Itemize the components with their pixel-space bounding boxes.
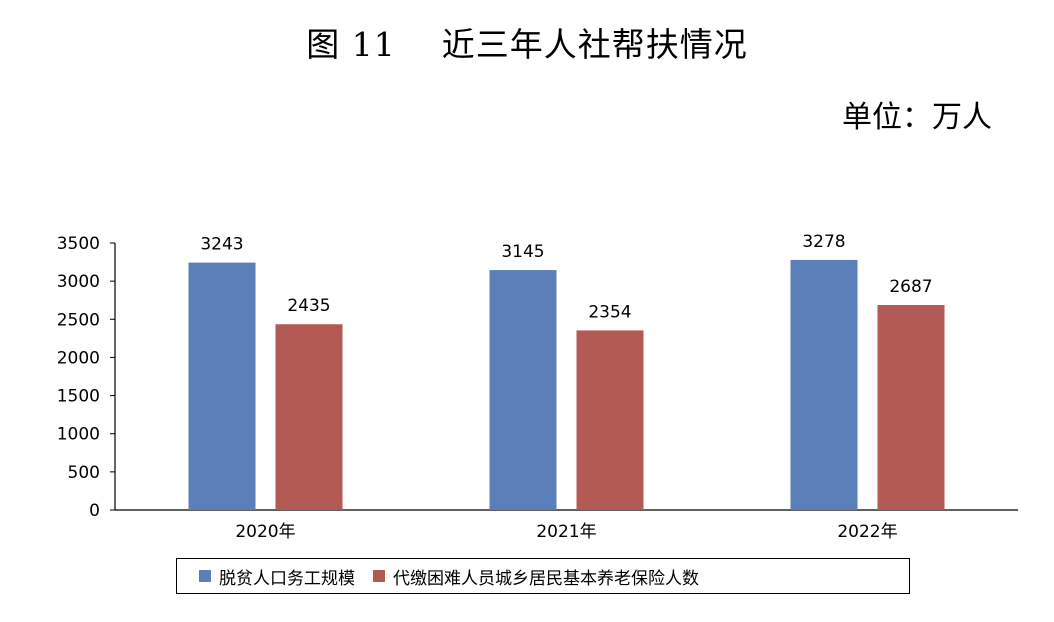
x-tick-label: 2022年 xyxy=(837,522,897,542)
legend-label-series-1: 脱贫人口务工规模 xyxy=(219,568,355,589)
figure-label: 图 11 xyxy=(306,25,396,64)
legend-item-series-2: 代缴困难人员城乡居民基本养老保险人数 xyxy=(373,564,699,589)
y-tick-label: 3000 xyxy=(57,272,100,292)
data-label: 2354 xyxy=(588,302,631,322)
bar xyxy=(489,270,557,510)
legend-swatch-series-2 xyxy=(373,570,385,582)
y-tick-label: 500 xyxy=(68,463,100,483)
bar xyxy=(275,324,343,510)
y-tick-label: 2000 xyxy=(57,348,100,368)
data-label: 3278 xyxy=(802,232,845,252)
x-tick-label: 2020年 xyxy=(235,522,295,542)
data-label: 2687 xyxy=(889,277,932,297)
y-tick-label: 1000 xyxy=(57,425,100,445)
unit-label: 单位：万人 xyxy=(842,100,992,135)
bar xyxy=(877,305,945,510)
x-tick-label: 2021年 xyxy=(536,522,596,542)
bar xyxy=(790,259,858,510)
legend-item-series-1: 脱贫人口务工规模 xyxy=(199,564,355,589)
bar xyxy=(188,262,256,510)
y-tick-label: 1500 xyxy=(57,387,100,407)
legend: 脱贫人口务工规模 代缴困难人员城乡居民基本养老保险人数 xyxy=(176,558,910,594)
title-text: 近三年人社帮扶情况 xyxy=(441,25,748,64)
legend-swatch-series-1 xyxy=(199,570,211,582)
legend-label-series-2: 代缴困难人员城乡居民基本养老保险人数 xyxy=(393,568,699,589)
y-tick-label: 3500 xyxy=(57,234,100,254)
chart-title: 图 11 近三年人社帮扶情况 xyxy=(0,18,1054,66)
y-tick-label: 0 xyxy=(89,501,100,521)
data-label: 3243 xyxy=(200,235,243,255)
data-label: 3145 xyxy=(501,242,544,262)
y-tick-label: 2500 xyxy=(57,310,100,330)
bar xyxy=(576,330,644,510)
data-label: 2435 xyxy=(287,296,330,316)
